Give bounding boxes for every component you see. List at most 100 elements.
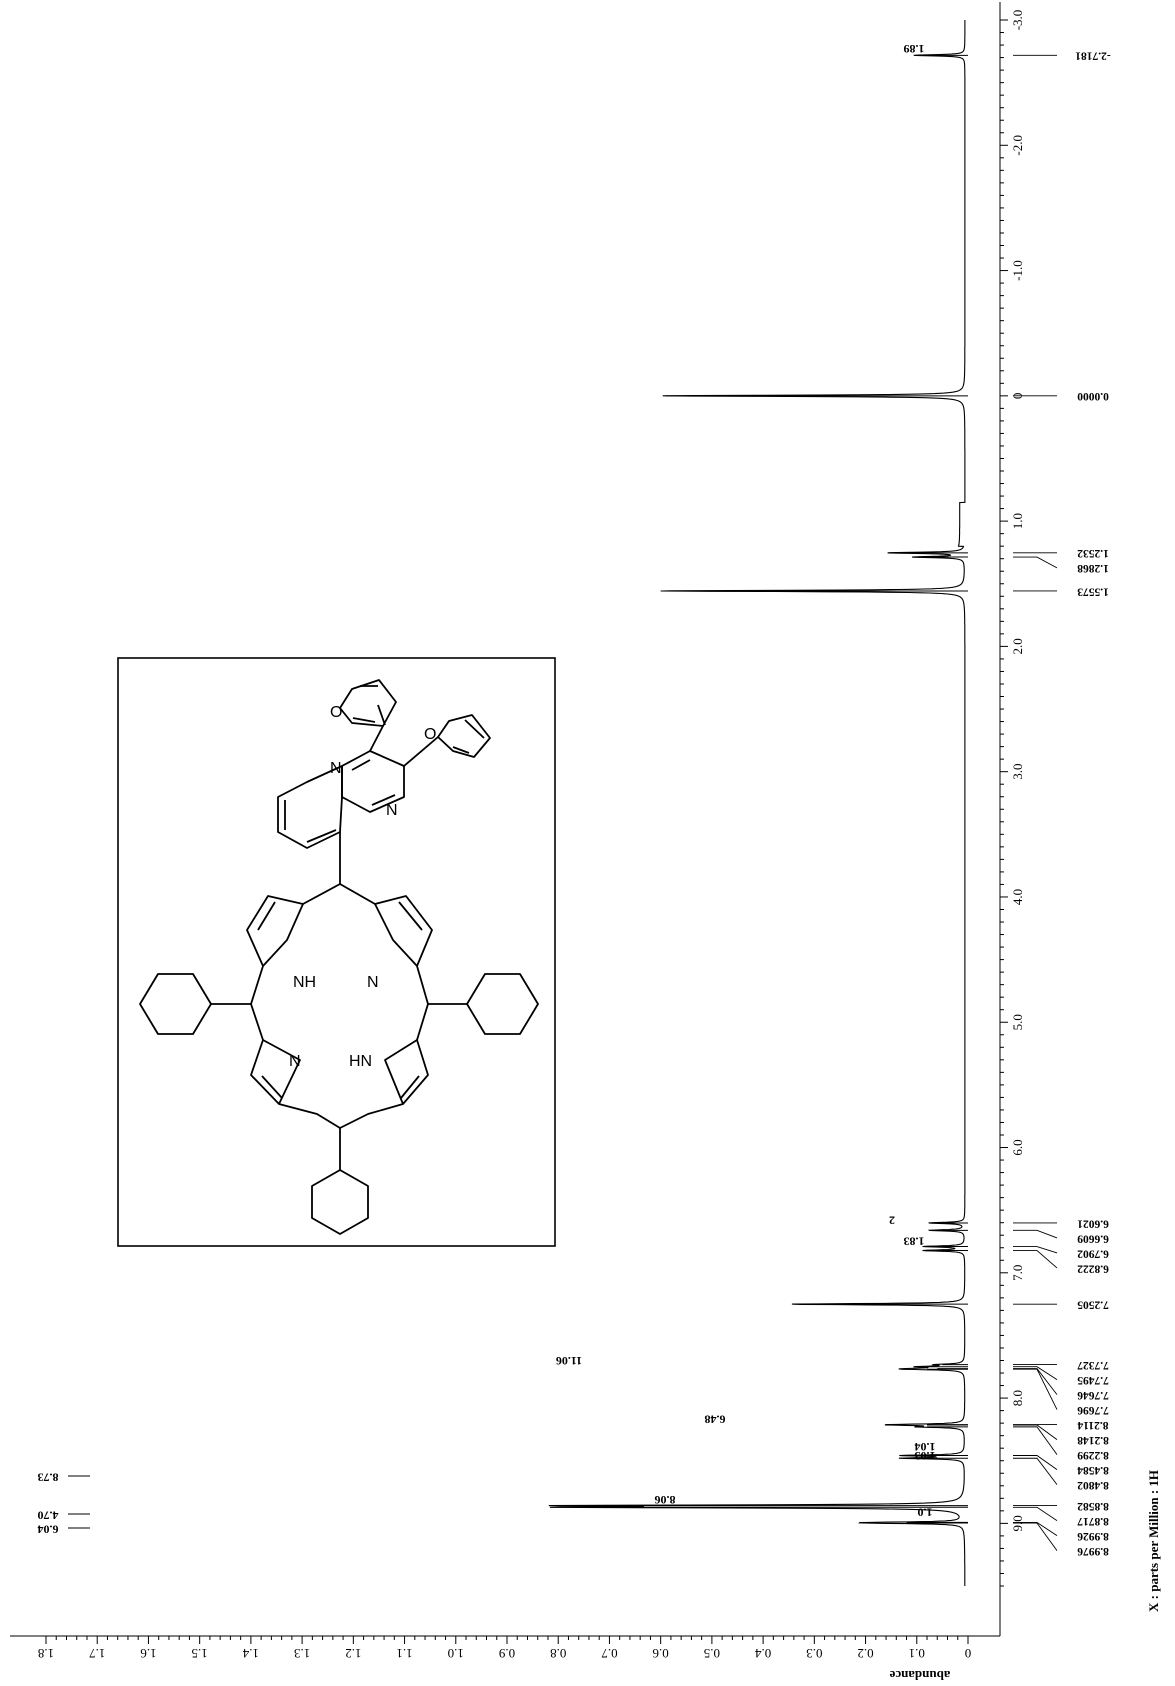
peak-label-9: 7.2505 — [1077, 1299, 1109, 1311]
ppm-tick-label: 2.0 — [1010, 638, 1025, 654]
ppm-tick-label: 1.0 — [1010, 513, 1025, 529]
peak-label-4: 1.5573 — [1077, 585, 1109, 597]
integral-label-8: 1.0 — [918, 1505, 933, 1519]
integral-tick-label-1: 4.70 — [38, 1508, 59, 1522]
peak-labels: -2.7181 0.0000 1.2532 1.2868 1.5573 6.6021 6.6… — [1013, 50, 1111, 1557]
peak-label-10: 7.7327 — [1077, 1359, 1109, 1371]
peak-connector-21 — [1013, 1521, 1058, 1536]
peak-connector-16 — [1013, 1426, 1058, 1455]
abundance-tick-label: 0 — [965, 1646, 972, 1661]
peak-label-8: 6.8222 — [1077, 1262, 1109, 1274]
peak-connector-7 — [1013, 1246, 1058, 1254]
x-axis-title: X : parts per Million : 1H — [1146, 1470, 1161, 1612]
integral-labels: 1.89 2 1.83 11.06 6.48 1.041.03 8.06 1.0 8.73 4.7… — [38, 42, 936, 1536]
peak-label-1: 0.0000 — [1077, 390, 1109, 402]
phenyl-ring-left — [139, 973, 212, 1035]
peak-connector-12 — [1013, 1368, 1058, 1395]
peak-label-2: 1.2532 — [1077, 547, 1109, 559]
abundance-tick-label: 1.8 — [38, 1646, 54, 1661]
abundance-tick-label: 1.4 — [242, 1646, 259, 1661]
peak-label-15: 8.2148 — [1077, 1434, 1109, 1446]
ppm-tick-label: -1.0 — [1010, 260, 1025, 281]
peak-label-3: 1.2868 — [1077, 562, 1109, 574]
atom-label-o1: O — [330, 704, 342, 721]
abundance-tick-label: 1.3 — [294, 1646, 310, 1661]
abundance-tick-label: 1.2 — [345, 1646, 361, 1661]
ppm-tick-label: 5.0 — [1010, 1014, 1025, 1030]
peak-connector-3 — [1013, 556, 1058, 569]
peak-label-6: 6.6609 — [1077, 1232, 1109, 1244]
abundance-tick-label: 0.4 — [754, 1646, 771, 1661]
abundance-tick-label: 0.9 — [499, 1646, 515, 1661]
peak-label-0: -2.7181 — [1075, 50, 1111, 62]
peak-connector-15 — [1013, 1424, 1058, 1440]
peak-label-19: 8.8582 — [1077, 1500, 1109, 1512]
abundance-tick-label: 0.2 — [857, 1646, 873, 1661]
ppm-tick-label: 7.0 — [1010, 1265, 1025, 1281]
integral-label-1: 2 — [889, 1213, 895, 1227]
abundance-tick-label: 0.5 — [704, 1646, 720, 1661]
peak-label-16: 8.2299 — [1077, 1449, 1109, 1461]
atom-label-nh: NH — [293, 974, 316, 991]
integral-tick-label-0: 8.73 — [38, 1470, 59, 1484]
abundance-tick-label: 0.7 — [601, 1646, 618, 1661]
abundance-tick-label: 1.5 — [192, 1646, 208, 1661]
integral-label-0: 1.89 — [904, 42, 925, 56]
integral-label-6: 1.03 — [915, 1449, 936, 1463]
integral-label-3: 11.06 — [556, 1354, 582, 1368]
atom-label-hn: HN — [349, 1053, 372, 1070]
peak-connector-22 — [1013, 1522, 1058, 1551]
peak-connector-13 — [1013, 1368, 1058, 1410]
atom-label-o2: O — [424, 726, 436, 743]
abundance-tick-label: 1.7 — [89, 1646, 106, 1661]
atom-label-n3: N — [367, 974, 379, 991]
peak-label-14: 8.2114 — [1077, 1419, 1108, 1431]
structure-box — [117, 657, 556, 1247]
ppm-tick-label: 8.0 — [1010, 1390, 1025, 1406]
atom-label-n4: N — [289, 1053, 301, 1070]
abundance-tick-label: 0.6 — [652, 1646, 669, 1661]
peak-connector-18 — [1013, 1457, 1058, 1485]
integral-label-4: 6.48 — [705, 1413, 726, 1427]
peak-label-5: 6.6021 — [1077, 1217, 1109, 1229]
peak-label-17: 8.4584 — [1077, 1464, 1109, 1476]
atom-label-n1: N — [330, 760, 342, 777]
abundance-tick-label: 0.8 — [550, 1646, 566, 1661]
y-axis-title: abundance — [889, 1668, 950, 1683]
ppm-tick-label: 6.0 — [1010, 1139, 1025, 1155]
abundance-tick-label: 1.0 — [448, 1646, 464, 1661]
peak-label-20: 8.8717 — [1077, 1515, 1109, 1527]
integral-tick-label-2: 6.04 — [38, 1522, 59, 1536]
peak-label-13: 7.7696 — [1077, 1404, 1109, 1416]
abundance-tick-label: 1.6 — [140, 1646, 157, 1661]
peak-label-7: 6.7902 — [1077, 1247, 1109, 1259]
atom-label-n2: N — [386, 802, 398, 819]
peak-label-11: 7.7495 — [1077, 1374, 1109, 1386]
ppm-tick-label: 3.0 — [1010, 764, 1025, 780]
ppm-tick-label: -2.0 — [1010, 135, 1025, 156]
spectrum-trace — [548, 20, 968, 1586]
peak-connector-11 — [1013, 1366, 1058, 1380]
abundance-tick-label: 1.1 — [396, 1646, 412, 1661]
integral-label-5: 1.04 — [915, 1440, 936, 1454]
peak-label-12: 7.7646 — [1077, 1389, 1109, 1401]
integral-label-2: 1.83 — [904, 1235, 925, 1249]
ppm-axis: -3.0-2.0-1.001.02.03.04.05.06.07.08.09.0 — [1000, 10, 1025, 1587]
abundance-axis: 0 0.1 0.2 0.3 0.4 0.5 0.6 0.7 0.8 0.9 1.0 1.1 1.2 1.3… — [38, 1636, 971, 1661]
phenyl-ring-bottom — [311, 1169, 369, 1235]
integral-label-7: 8.06 — [655, 1493, 676, 1507]
ppm-tick-label: -3.0 — [1010, 10, 1025, 31]
peak-connector-17 — [1013, 1455, 1058, 1470]
peak-connector-8 — [1013, 1250, 1058, 1269]
peak-label-21: 8.9926 — [1077, 1530, 1109, 1542]
ppm-tick-label: 4.0 — [1010, 889, 1025, 905]
benzo-ring — [277, 765, 343, 849]
molecule-structure: O O N N NH N N HN — [117, 657, 556, 1247]
peak-label-22: 8.9976 — [1077, 1545, 1109, 1557]
peak-label-18: 8.4802 — [1077, 1479, 1109, 1491]
phenyl-ring-right — [466, 973, 539, 1035]
peak-connector-6 — [1013, 1229, 1058, 1239]
peak-connector-20 — [1013, 1506, 1058, 1521]
abundance-tick-label: 0.3 — [806, 1646, 822, 1661]
